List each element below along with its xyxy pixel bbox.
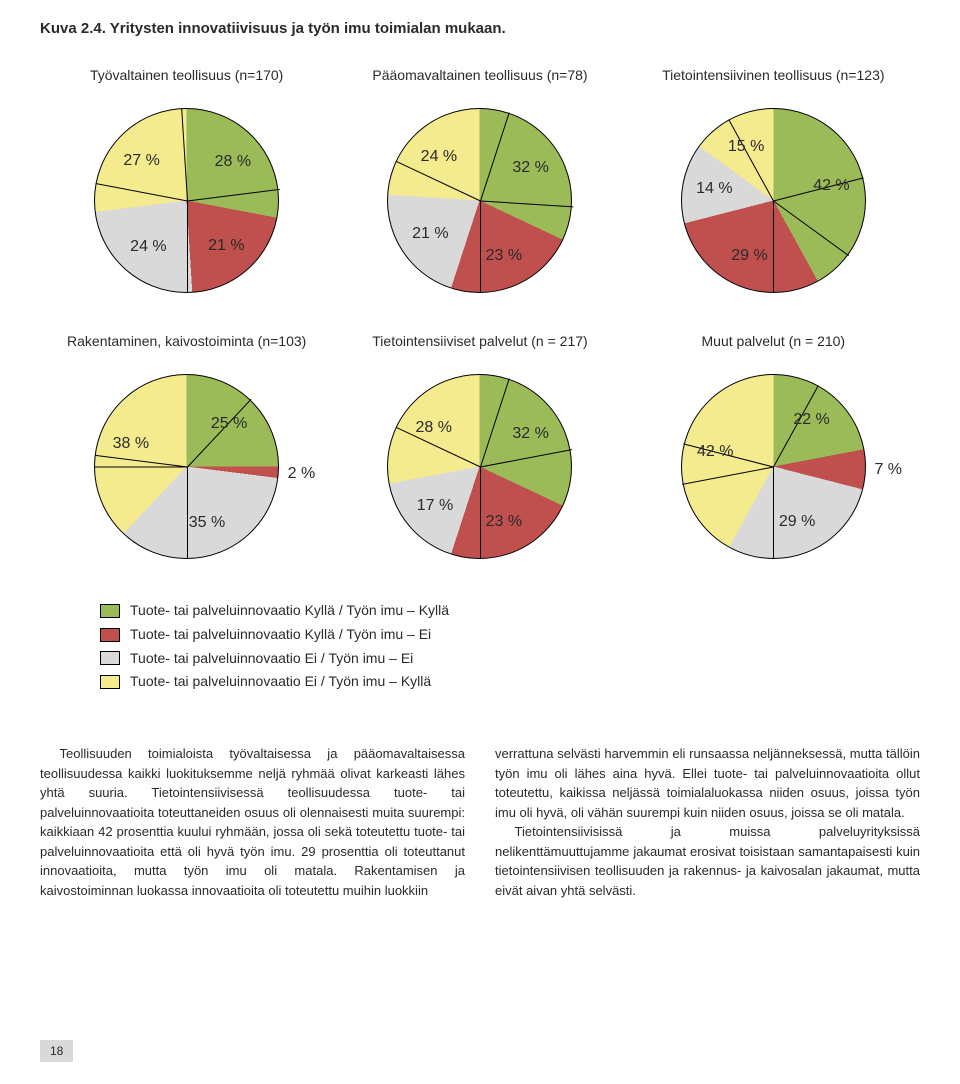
legend-label: Tuote- tai palveluinnovaatio Kyllä / Työ… (130, 623, 431, 647)
slice-label: 22 % (793, 411, 829, 429)
slice-label: 29 % (779, 513, 815, 531)
legend-swatch (100, 628, 120, 642)
legend-item: Tuote- tai palveluinnovaatio Ei / Työn i… (100, 647, 920, 671)
slice-label: 42 % (813, 177, 849, 195)
legend-item: Tuote- tai palveluinnovaatio Kyllä / Työ… (100, 599, 920, 623)
slice-label: 24 % (421, 148, 457, 166)
slice-label: 14 % (696, 180, 732, 198)
slice-label: 21 % (412, 225, 448, 243)
body-text: Teollisuuden toimialoista työvaltaisessa… (40, 744, 920, 900)
legend-swatch (100, 675, 120, 689)
legend-item: Tuote- tai palveluinnovaatio Kyllä / Työ… (100, 623, 920, 647)
slice-label: 38 % (113, 435, 149, 453)
chart-title: Tietointensiiviset palvelut (n = 217) (333, 333, 626, 349)
legend: Tuote- tai palveluinnovaatio Kyllä / Työ… (100, 599, 920, 694)
chart-title: Tietointensiivinen teollisuus (n=123) (627, 67, 920, 83)
slice-label: 15 % (728, 138, 764, 156)
slice-label: 32 % (512, 159, 548, 177)
slice-label: 17 % (417, 497, 453, 515)
slice-label: 24 % (130, 238, 166, 256)
slice-label: 28 % (215, 153, 251, 171)
legend-label: Tuote- tai palveluinnovaatio Kyllä / Työ… (130, 599, 449, 623)
paragraph-right-2: Tietointensiivisissä ja muissa palveluyr… (495, 822, 920, 900)
figure-title: Kuva 2.4. Yritysten innovatiivisuus ja t… (40, 20, 920, 37)
paragraph-left: Teollisuuden toimialoista työvaltaisessa… (40, 744, 465, 900)
slice-label: 21 % (208, 237, 244, 255)
slice-label: 28 % (416, 419, 452, 437)
slice-label: 29 % (731, 247, 767, 265)
chart-row-2: Rakentaminen, kaivostoiminta (n=103) 25 %… (40, 333, 920, 559)
slice-label: 2 % (288, 465, 316, 483)
legend-label: Tuote- tai palveluinnovaatio Ei / Työn i… (130, 670, 431, 694)
legend-swatch (100, 604, 120, 618)
slice-label: 23 % (486, 513, 522, 531)
chart-row-1: Työvaltainen teollisuus (n=170) 28 % 21 % 2… (40, 67, 920, 293)
chart-title: Rakentaminen, kaivostoiminta (n=103) (40, 333, 333, 349)
slice-label: 23 % (486, 247, 522, 265)
slice-label: 25 % (211, 415, 247, 433)
slice-label: 7 % (874, 461, 902, 479)
slice-label: 42 % (697, 443, 733, 461)
legend-label: Tuote- tai palveluinnovaatio Ei / Työn i… (130, 647, 413, 671)
chart-title: Muut palvelut (n = 210) (627, 333, 920, 349)
slice-label: 27 % (123, 152, 159, 170)
chart-title: Pääomavaltainen teollisuus (n=78) (333, 67, 626, 83)
legend-item: Tuote- tai palveluinnovaatio Ei / Työn i… (100, 670, 920, 694)
legend-swatch (100, 651, 120, 665)
page-number: 18 (40, 1040, 73, 1062)
paragraph-right-1: verrattuna selvästi harvemmin eli runsaa… (495, 744, 920, 822)
slice-label: 32 % (512, 425, 548, 443)
chart-title: Työvaltainen teollisuus (n=170) (40, 67, 333, 83)
slice-label: 35 % (189, 514, 225, 532)
